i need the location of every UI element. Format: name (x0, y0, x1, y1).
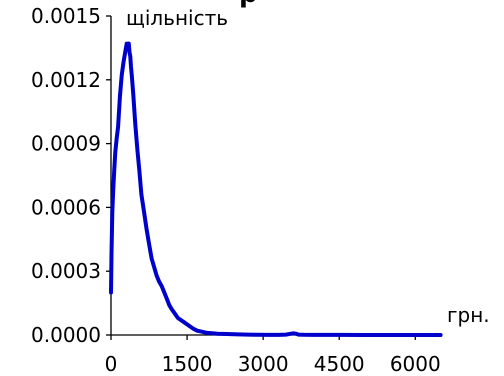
chart-title-fragment: р (239, 0, 258, 9)
x-tick-label: 3000 (238, 352, 289, 376)
y-tick-label: 0.0000 (31, 323, 101, 347)
x-tick-label: 4500 (314, 352, 365, 376)
y-axis-title: щільність (126, 6, 228, 30)
y-tick-label: 0.0012 (31, 68, 101, 92)
y-tick-label: 0.0015 (31, 4, 101, 28)
y-tick-label: 0.0003 (31, 259, 101, 283)
y-tick-label: 0.0009 (31, 132, 101, 156)
x-tick-label: 0 (105, 352, 118, 376)
x-tick-label: 1500 (162, 352, 213, 376)
x-tick-label: 6000 (390, 352, 441, 376)
y-axis-ticks: 0.0000 0.0003 0.0006 0.0009 0.0012 0.0015 (31, 4, 111, 347)
x-axis-title: грн. (447, 303, 490, 327)
y-tick-label: 0.0006 (31, 195, 101, 219)
density-series-line (109, 41, 443, 337)
x-axis-ticks: 0 1500 3000 4500 6000 (105, 335, 441, 376)
